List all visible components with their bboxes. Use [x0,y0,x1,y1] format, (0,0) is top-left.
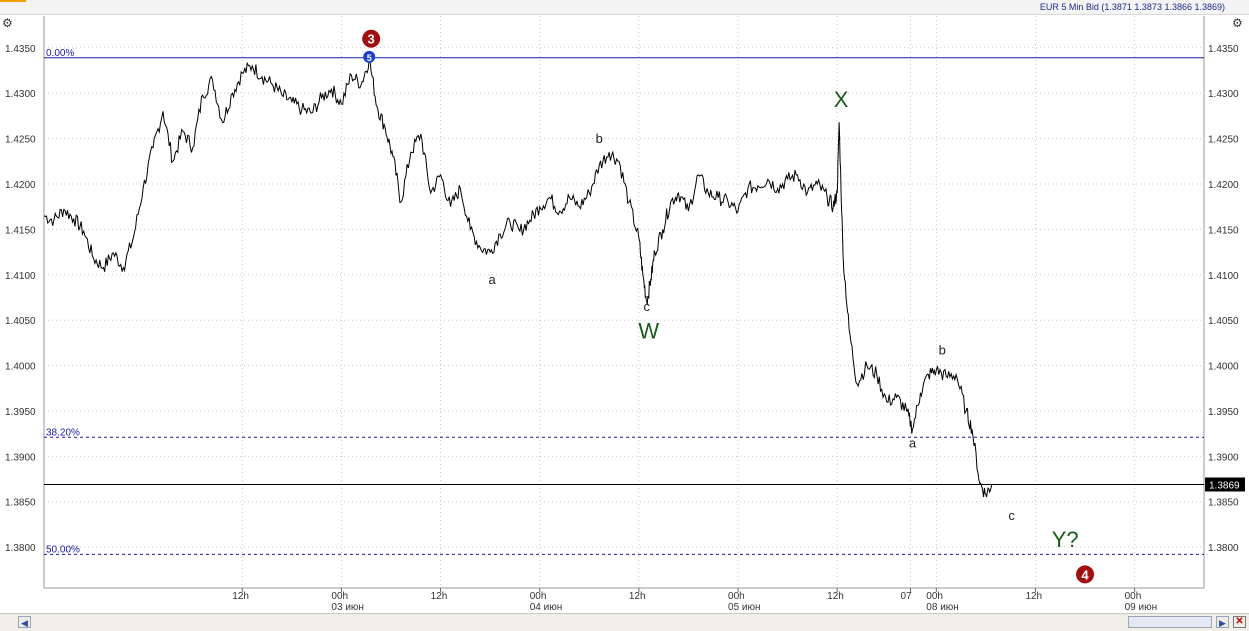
wave-label-minor: a [909,435,917,450]
horizontal-scrollbar[interactable]: ◀ ▶ ✕ [0,613,1249,631]
x-tick-label: 00h [1125,591,1142,602]
y-tick-label-left: 1.3850 [5,498,36,509]
y-tick-label-right: 1.3950 [1208,407,1239,418]
x-tick-label: 00h [926,591,943,602]
y-tick-label-left: 1.4300 [5,89,36,100]
price-series-line [43,59,993,498]
y-tick-label-right: 1.3900 [1208,452,1239,463]
y-tick-label-right: 1.3800 [1208,543,1239,554]
wave-label-major: Y? [1052,527,1079,552]
x-tick-label: 12h [431,591,448,602]
close-icon[interactable]: ✕ [1233,616,1246,628]
x-tick-sublabel: 04 июн [530,602,563,612]
wave-label-major: X [834,87,849,112]
y-tick-label-right: 1.4200 [1208,180,1239,191]
current-price-label: 1.3869 [1209,480,1240,491]
fib-level-label: 50.00% [46,544,80,555]
y-tick-label-left: 1.4150 [5,225,36,236]
wave-badge-label: 5 [367,53,372,63]
fib-level-label: 0.00% [46,48,74,59]
x-tick-sublabel: 03 июн [331,602,364,612]
wave-label-minor: b [939,343,946,358]
y-tick-label-right: 1.4000 [1208,362,1239,373]
title-bar: EUR 5 Min Bid (1.3871 1.3873 1.3866 1.38… [0,0,1249,15]
x-tick-sublabel: 08 июн [926,602,959,612]
fib-level-label: 38.20% [46,427,80,438]
x-tick-sublabel: 05 июн [728,602,761,612]
x-tick-label: 12h [1025,591,1042,602]
y-tick-label-right: 1.4150 [1208,225,1239,236]
wave-badge-label: 4 [1081,567,1089,582]
y-tick-label-left: 1.4100 [5,271,36,282]
scroll-right-button[interactable]: ▶ [1216,616,1229,628]
wave-label-minor: c [1008,508,1015,523]
x-tick-label: 07 [901,591,913,602]
wave-badge [363,50,376,63]
chart-settings-icon-right[interactable]: ⚙ [1232,16,1243,30]
price-chart[interactable]: 1.4350 1.4350 1.4300 1.4300 1.4250 1.4250 1.42… [0,0,1249,612]
x-tick-label: 00h [331,591,348,602]
symbol-title: EUR 5 Min Bid (1.3871 1.3873 1.3866 1.38… [1039,2,1225,12]
wave-label-minor: a [489,272,497,287]
y-tick-label-left: 1.3900 [5,452,36,463]
x-tick-sublabel: 09 июн [1125,602,1158,612]
y-tick-label-left: 1.4200 [5,180,36,191]
x-tick-label: 12h [629,591,646,602]
wave-badge [362,29,381,48]
wave-label-major: W [638,318,659,343]
y-tick-label-right: 1.4100 [1208,271,1239,282]
y-tick-label-left: 1.3950 [5,407,36,418]
x-tick-label: 00h [728,591,745,602]
y-tick-label-left: 1.4050 [5,316,36,327]
wave-label-minor: c [644,299,651,314]
y-tick-label-left: 1.4350 [5,44,36,55]
x-tick-label: 12h [827,591,844,602]
scroll-thumb[interactable] [1128,616,1212,628]
title-accent [0,0,26,2]
y-tick-label-left: 1.4250 [5,135,36,146]
y-tick-label-right: 1.4250 [1208,135,1239,146]
y-tick-label-left: 1.3800 [5,543,36,554]
wave-badge [1076,565,1095,584]
y-tick-label-left: 1.4000 [5,362,36,373]
x-tick-label: 12h [232,591,249,602]
wave-badge-label: 3 [368,32,375,47]
chart-settings-icon-left[interactable]: ⚙ [2,16,13,30]
current-price-tag [1205,477,1245,492]
wave-label-minor: b [596,131,603,146]
scroll-left-button[interactable]: ◀ [18,616,31,628]
y-tick-label-right: 1.4050 [1208,316,1239,327]
y-tick-label-right: 1.4300 [1208,89,1239,100]
y-tick-label-right: 1.3850 [1208,498,1239,509]
y-tick-label-right: 1.4350 [1208,44,1239,55]
x-tick-label: 00h [530,591,547,602]
